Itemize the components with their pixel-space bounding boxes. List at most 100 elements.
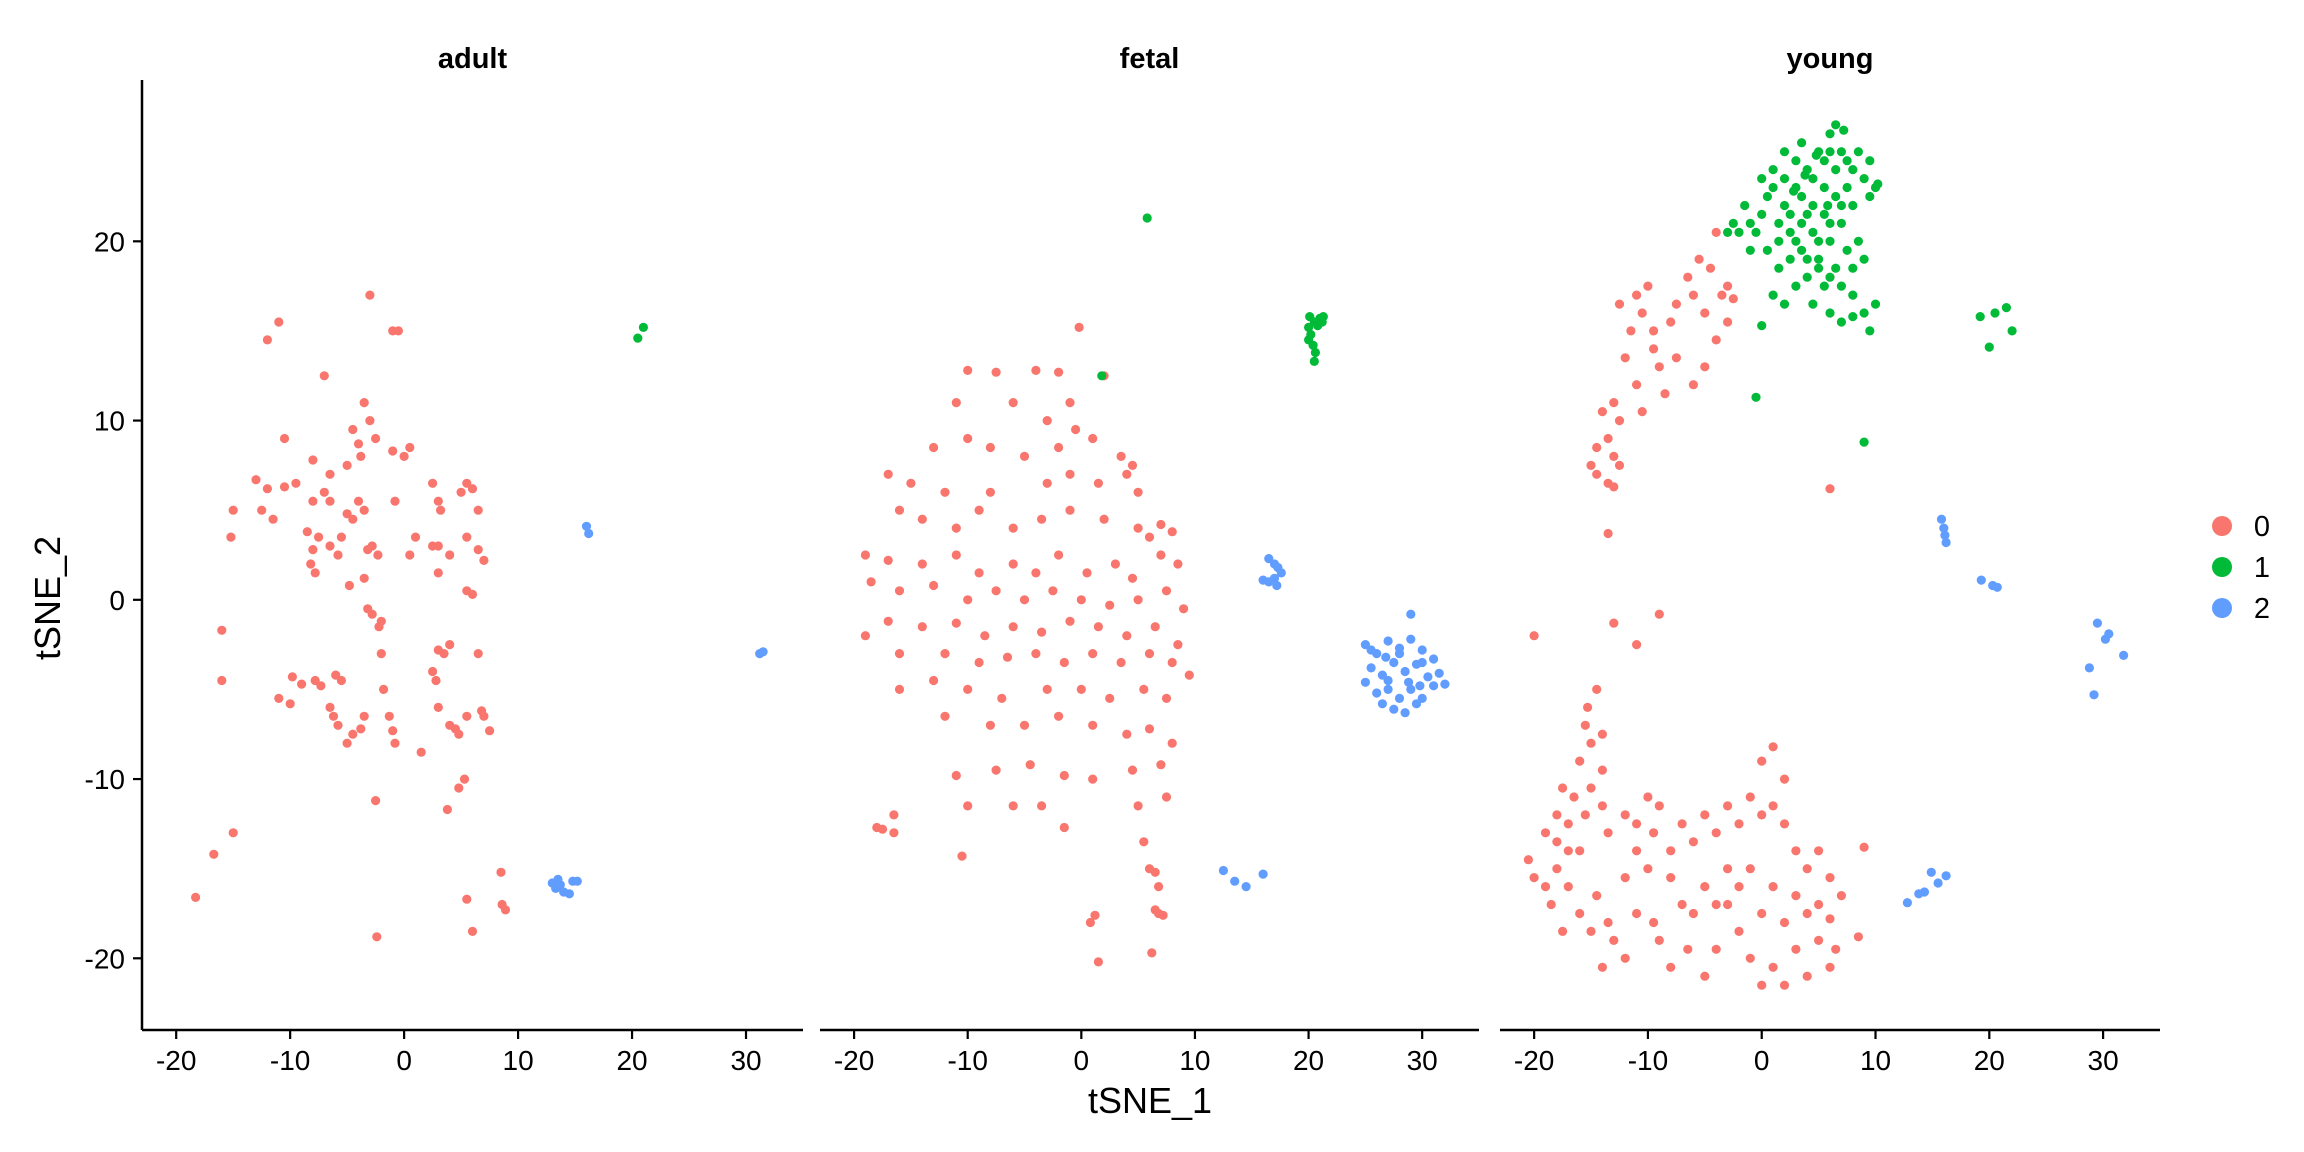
data-point	[1768, 882, 1778, 892]
data-point	[1791, 156, 1801, 166]
data-point	[456, 487, 466, 497]
data-point	[1161, 792, 1172, 802]
data-point	[638, 322, 649, 332]
data-point	[1059, 657, 1069, 668]
data-point	[963, 365, 973, 375]
data-point	[1819, 209, 1829, 219]
data-point	[1614, 299, 1625, 309]
data-point	[287, 672, 297, 682]
data-point	[894, 684, 905, 695]
data-point	[1173, 559, 1183, 569]
data-point	[1797, 138, 1807, 148]
data-point	[1745, 218, 1755, 228]
legend-key-1	[2212, 557, 2232, 577]
data-point	[1842, 182, 1852, 193]
data-point	[1688, 380, 1698, 390]
data-point	[462, 711, 472, 721]
data-point	[1779, 174, 1790, 184]
data-point	[1019, 595, 1030, 605]
data-point	[951, 398, 961, 408]
x-tick-label: 0	[396, 1045, 412, 1076]
data-point	[393, 326, 403, 336]
data-point	[405, 442, 415, 453]
data-point	[1683, 272, 1693, 282]
data-point	[1865, 191, 1875, 202]
data-point	[1819, 281, 1829, 291]
data-point	[1415, 681, 1425, 691]
data-point	[1154, 882, 1164, 892]
data-point	[929, 442, 939, 453]
x-tick-label: 0	[1074, 1045, 1090, 1076]
data-point	[1580, 720, 1590, 730]
series-1	[633, 322, 649, 343]
data-point	[1649, 828, 1659, 838]
data-point	[353, 439, 364, 449]
data-point	[1031, 649, 1041, 659]
data-point	[1054, 442, 1064, 453]
data-point	[906, 478, 916, 488]
data-point	[974, 657, 984, 668]
data-point	[991, 765, 1001, 775]
y-tick-label: -20	[85, 943, 125, 974]
data-point	[929, 675, 939, 686]
data-point	[1757, 209, 1767, 219]
data-point	[467, 926, 478, 937]
panel-title: adult	[438, 43, 508, 75]
data-point	[274, 317, 284, 327]
data-point	[1127, 573, 1138, 583]
data-point	[310, 675, 320, 686]
data-point	[1037, 627, 1047, 637]
data-point	[333, 550, 343, 560]
data-point	[1643, 281, 1653, 291]
data-point	[1831, 120, 1841, 130]
data-point	[1762, 245, 1772, 255]
data-point	[1936, 514, 1947, 524]
data-point	[1019, 720, 1030, 730]
data-point	[1723, 864, 1733, 874]
data-point	[883, 555, 893, 566]
y-tick-label: -10	[85, 764, 125, 795]
data-point	[963, 801, 973, 811]
data-point	[1791, 281, 1801, 291]
data-point	[1076, 684, 1086, 695]
data-point	[1597, 729, 1607, 739]
data-point	[2119, 650, 2129, 661]
data-point	[1156, 550, 1166, 560]
data-point	[1597, 801, 1607, 811]
data-point	[1814, 263, 1824, 273]
data-point	[2104, 629, 2114, 639]
data-point	[1779, 147, 1790, 157]
data-point	[2007, 326, 2017, 336]
data-point	[1677, 819, 1687, 829]
data-point	[2084, 663, 2094, 673]
data-point	[1110, 559, 1120, 569]
data-point	[1768, 801, 1778, 811]
data-point	[1779, 819, 1790, 829]
data-point	[459, 774, 470, 784]
data-point	[1142, 213, 1152, 223]
data-point	[1133, 487, 1143, 497]
data-point	[388, 726, 398, 736]
y-axis: -20 -10 0 10 20	[85, 80, 144, 1030]
data-point	[991, 367, 1001, 377]
legend-label: 2	[2254, 593, 2270, 625]
data-point	[1848, 200, 1858, 211]
data-point	[1150, 867, 1160, 877]
data-point	[1008, 559, 1018, 569]
data-point	[251, 475, 261, 485]
data-point	[1768, 165, 1778, 175]
data-point	[1831, 165, 1841, 175]
data-point	[1400, 708, 1410, 718]
data-point	[1031, 365, 1041, 375]
data-point	[883, 469, 893, 479]
data-point	[1848, 165, 1858, 175]
data-point	[1597, 407, 1607, 417]
data-point	[1394, 693, 1405, 704]
data-point	[348, 729, 358, 739]
data-point	[1774, 263, 1784, 273]
data-point	[325, 496, 335, 506]
data-point	[1800, 170, 1810, 180]
data-point	[1603, 528, 1613, 539]
data-point	[433, 496, 443, 506]
data-point	[1088, 433, 1098, 444]
